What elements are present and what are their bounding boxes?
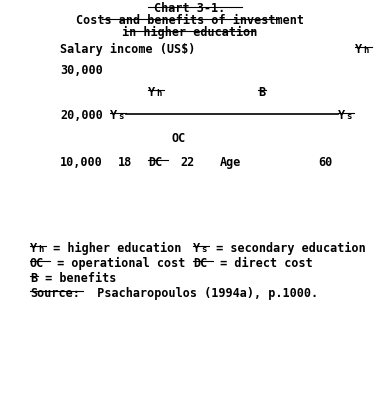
Text: Chart 3-1.: Chart 3-1. [154, 2, 226, 15]
Text: = higher education: = higher education [46, 242, 181, 255]
Text: h: h [38, 245, 43, 254]
Text: Source:: Source: [30, 287, 80, 300]
Text: s: s [118, 112, 124, 121]
Text: 10,000: 10,000 [60, 156, 103, 169]
Text: = operational cost: = operational cost [50, 257, 185, 270]
Text: Y: Y [110, 109, 117, 122]
Text: Y: Y [355, 43, 362, 56]
Text: OC: OC [172, 132, 186, 145]
Text: 20,000: 20,000 [60, 109, 103, 122]
Text: s: s [346, 112, 352, 121]
Text: DC: DC [148, 156, 162, 169]
Text: B: B [30, 272, 37, 285]
Text: = benefits: = benefits [38, 272, 116, 285]
Text: 22: 22 [180, 156, 194, 169]
Text: Psacharopoulos (1994a), p.1000.: Psacharopoulos (1994a), p.1000. [83, 287, 318, 300]
Text: Salary income (US$): Salary income (US$) [60, 43, 195, 56]
Text: 60: 60 [318, 156, 332, 169]
Text: Y: Y [193, 242, 200, 255]
Text: 30,000: 30,000 [60, 64, 103, 77]
Text: Y: Y [148, 86, 155, 99]
Text: Y: Y [30, 242, 37, 255]
Text: h: h [363, 46, 368, 55]
Text: Costs and benefits of investment: Costs and benefits of investment [76, 14, 304, 27]
Text: = secondary education: = secondary education [209, 242, 366, 255]
Text: h: h [156, 89, 161, 98]
Text: DC: DC [193, 257, 207, 270]
Text: B: B [258, 86, 265, 99]
Text: OC: OC [30, 257, 44, 270]
Text: = direct cost: = direct cost [213, 257, 313, 270]
Text: s: s [201, 245, 206, 254]
Text: 18: 18 [118, 156, 132, 169]
Text: Y: Y [338, 109, 345, 122]
Text: Age: Age [220, 156, 241, 169]
Text: in higher education: in higher education [122, 26, 258, 39]
